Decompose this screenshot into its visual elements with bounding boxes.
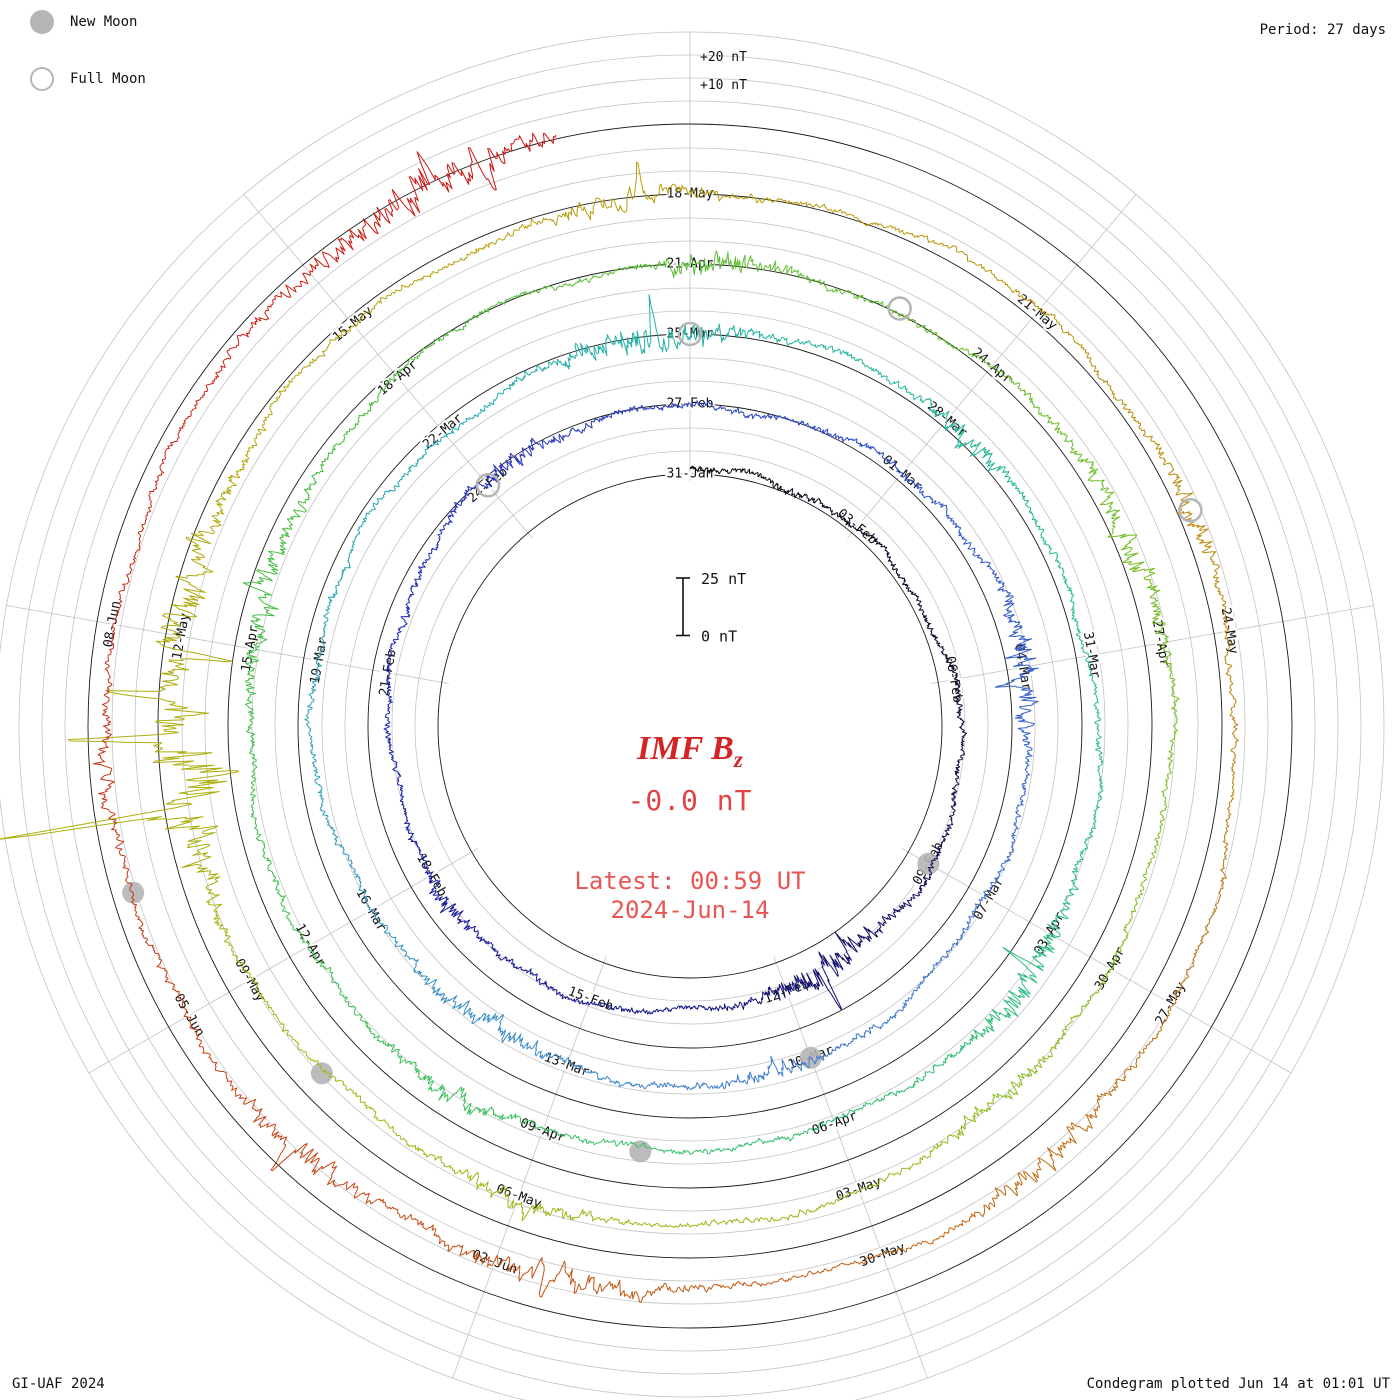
- svg-text:27-May: 27-May: [1153, 979, 1190, 1027]
- svg-text:21-Feb: 21-Feb: [377, 648, 400, 697]
- grid-circles: [0, 31, 1385, 1400]
- center-overlay: IMF Bz -0.0 nT Latest: 00:59 UT 2024-Jun…: [574, 730, 805, 923]
- svg-text:07-Mar: 07-Mar: [971, 874, 1008, 922]
- svg-text:25 nT: 25 nT: [701, 570, 746, 588]
- svg-text:24-Feb: 24-Feb: [465, 464, 511, 506]
- svg-text:06-Apr: 06-Apr: [810, 1108, 859, 1138]
- full-moon-markers: [475, 296, 1203, 523]
- svg-text:15-May: 15-May: [330, 303, 376, 345]
- svg-text:21-May: 21-May: [1014, 292, 1060, 334]
- svg-text:16-Mar: 16-Mar: [352, 886, 389, 934]
- period-label: Period: 27 days: [1259, 22, 1386, 38]
- imf-bz-title: IMF Bz: [574, 730, 805, 779]
- grid-spokes: [6, 32, 1374, 1379]
- imf-bz-current-value: -0.0 nT: [627, 783, 753, 817]
- svg-text:18-Apr: 18-Apr: [375, 357, 421, 399]
- legend-full-moon: Full Moon: [30, 67, 146, 91]
- moon-legend: New Moon Full Moon: [30, 10, 146, 124]
- latest-date: 2024-Jun-14: [610, 895, 770, 924]
- full-moon-icon: [30, 67, 54, 91]
- new-moon-label: New Moon: [70, 14, 138, 30]
- svg-text:18-May: 18-May: [667, 187, 714, 202]
- scale-bar: 25 nT 0 nT: [676, 570, 746, 646]
- svg-text:0 nT: 0 nT: [701, 628, 737, 646]
- legend-new-moon: New Moon: [30, 10, 146, 34]
- imf-title-sub: z: [733, 746, 743, 772]
- svg-text:03-Feb: 03-Feb: [834, 506, 880, 548]
- bz-trace: [0, 132, 1239, 1303]
- latest-time: Latest: 00:59 UT: [574, 866, 806, 895]
- full-moon-label: Full Moon: [70, 71, 146, 87]
- svg-text:05-Jun: 05-Jun: [171, 991, 207, 1039]
- svg-text:03-May: 03-May: [834, 1174, 883, 1204]
- plotted-timestamp-label: Condegram plotted Jun 14 at 01:01 UT: [1086, 1376, 1390, 1392]
- svg-text:31-Jan: 31-Jan: [667, 467, 714, 482]
- plus10-nt-axis-label: +10 nT: [700, 78, 747, 93]
- svg-text:30-Apr: 30-Apr: [1092, 944, 1129, 992]
- credit-label: GI-UAF 2024: [12, 1376, 105, 1392]
- svg-text:06-Feb: 06-Feb: [942, 655, 965, 704]
- svg-text:12-May: 12-May: [170, 612, 193, 661]
- svg-text:31-Mar: 31-Mar: [1080, 631, 1103, 680]
- svg-text:24-Apr: 24-Apr: [969, 345, 1015, 387]
- new-moon-icon: [30, 10, 54, 34]
- new-moon-markers: [122, 852, 940, 1163]
- svg-text:30-May: 30-May: [858, 1240, 907, 1270]
- svg-text:27-Apr: 27-Apr: [1149, 619, 1172, 668]
- imf-title-main: IMF B: [637, 730, 734, 767]
- svg-text:19-Mar: 19-Mar: [308, 636, 331, 685]
- plus20-nt-axis-label: +20 nT: [700, 50, 747, 65]
